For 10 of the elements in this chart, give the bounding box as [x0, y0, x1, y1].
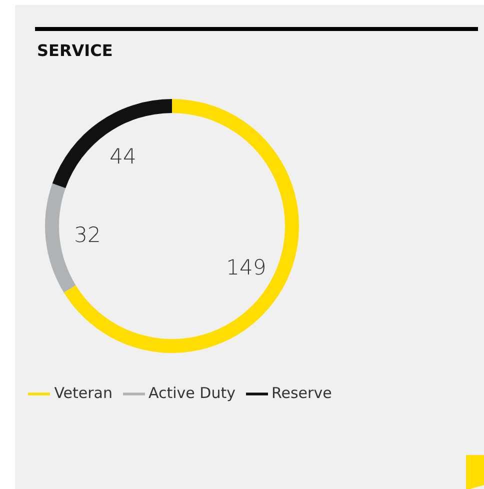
legend-label: Active Duty — [148, 384, 236, 402]
chart-title: SERVICE — [37, 41, 113, 60]
legend-label: Veteran — [54, 384, 113, 402]
data-label: 44 — [110, 144, 136, 169]
donut-slice — [64, 99, 299, 353]
data-label: 32 — [74, 222, 101, 247]
donut-slice — [52, 99, 172, 188]
donut-slice — [45, 183, 76, 293]
legend-label: Reserve — [272, 384, 332, 402]
data-label: 149 — [226, 255, 266, 280]
